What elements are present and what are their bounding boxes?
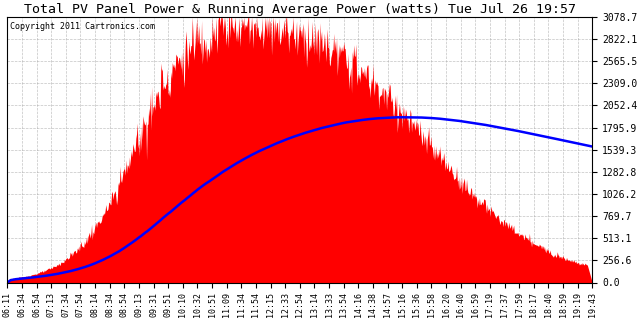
Title: Total PV Panel Power & Running Average Power (watts) Tue Jul 26 19:57: Total PV Panel Power & Running Average P… bbox=[24, 3, 576, 16]
Text: Copyright 2011 Cartronics.com: Copyright 2011 Cartronics.com bbox=[10, 22, 156, 31]
